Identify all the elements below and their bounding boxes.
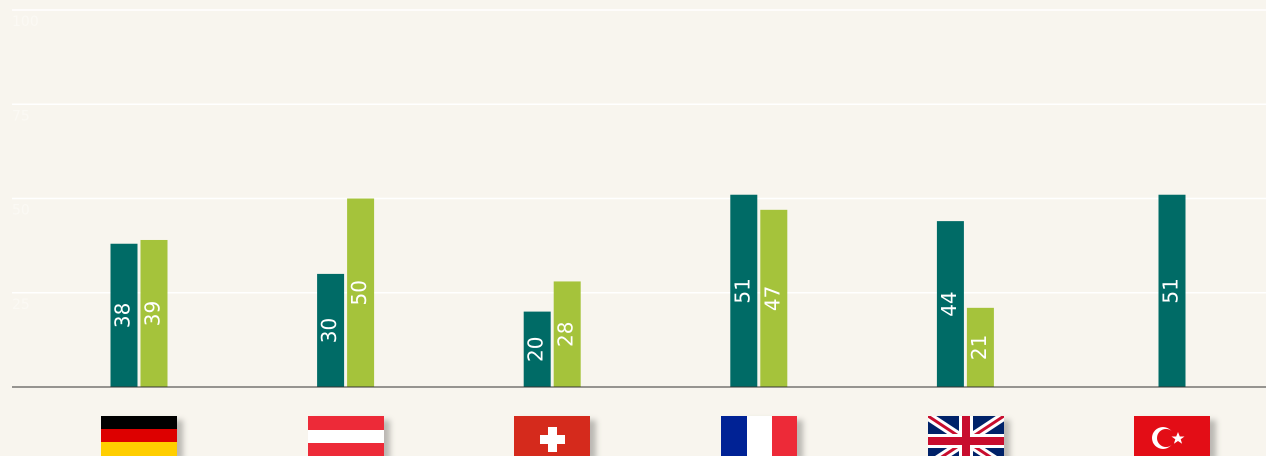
value-label: 20 <box>524 337 548 362</box>
flag-switzerland <box>514 416 590 456</box>
bar <box>966 307 994 387</box>
bar <box>553 281 581 387</box>
value-label: 51 <box>730 278 754 303</box>
bar <box>936 221 964 387</box>
bar <box>760 209 788 387</box>
bar <box>317 273 345 387</box>
flag-turkey <box>1134 416 1210 456</box>
y-tick-label: 50 <box>12 203 30 219</box>
flag-germany <box>101 416 177 456</box>
y-tick-label: 75 <box>12 108 30 124</box>
value-label: 39 <box>141 301 165 326</box>
y-tick-label: 100 <box>12 14 39 30</box>
bar <box>730 194 758 387</box>
value-label: 44 <box>937 291 961 316</box>
value-label: 50 <box>347 280 371 305</box>
flag-austria <box>308 416 384 456</box>
flag-france <box>721 416 797 456</box>
value-label: 28 <box>554 321 578 346</box>
value-label: 51 <box>1159 278 1183 303</box>
bar <box>1158 194 1186 387</box>
value-label: 30 <box>317 318 341 343</box>
bar <box>347 198 375 387</box>
value-label: 38 <box>111 303 135 328</box>
y-tick-label: 25 <box>12 297 30 313</box>
bar <box>140 239 168 387</box>
bar <box>110 243 138 387</box>
flag-uk <box>928 416 1004 456</box>
value-label: 21 <box>967 335 991 360</box>
value-label: 47 <box>760 286 784 311</box>
bar <box>523 311 551 387</box>
